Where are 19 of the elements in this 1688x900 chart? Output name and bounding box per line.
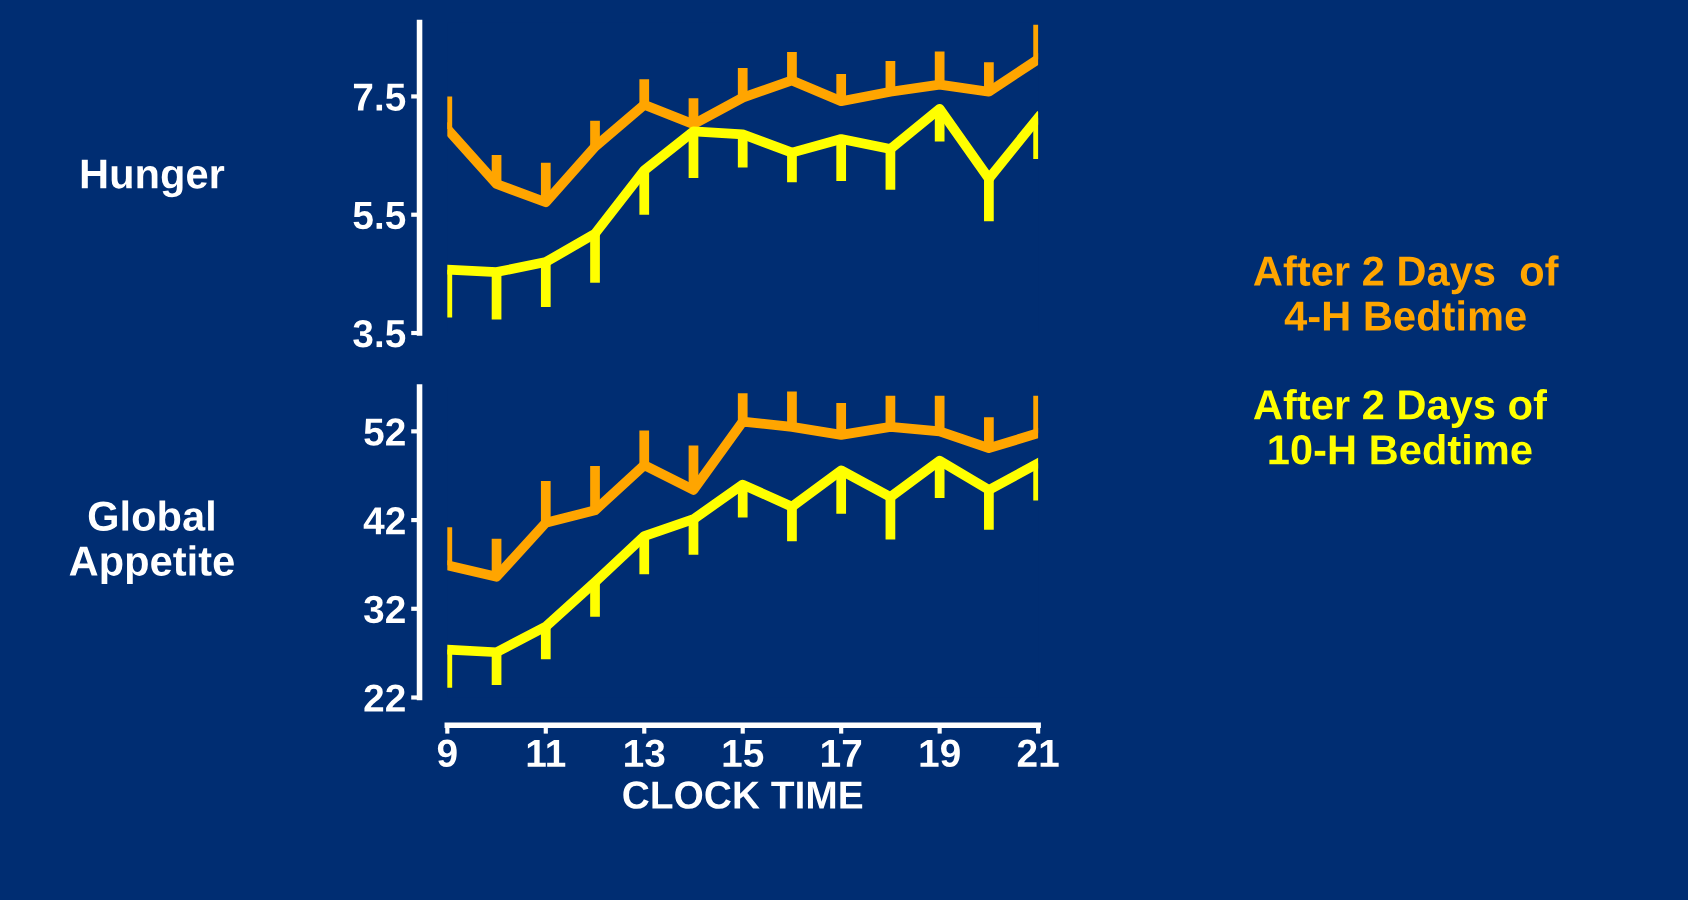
y-axis-title: Global Appetite	[69, 500, 234, 585]
y-tick-label: 32	[363, 595, 405, 624]
y-tick-label: 5.5	[353, 202, 406, 230]
x-tick-label: 19	[920, 739, 960, 768]
y-axis-title: Hunger	[81, 159, 225, 198]
text: After 2 Days of 4-H Bedtime	[1253, 255, 1559, 331]
x-tick-label: 21	[1017, 739, 1059, 767]
text: After 2 Days of 10-H Bedtime	[1253, 389, 1548, 465]
y-tick-label: 22	[364, 684, 405, 712]
x-tick-label: 9	[437, 739, 457, 768]
x-tick-label: 11	[527, 739, 566, 767]
x-tick-label: 13	[625, 739, 665, 768]
x-tick-label: 17	[822, 739, 862, 767]
y-tick-label: 52	[364, 418, 405, 446]
x-tick-label: 15	[723, 739, 764, 768]
y-tick-label: 42	[363, 507, 405, 535]
y-tick-label: 7.5	[353, 83, 406, 111]
x-axis-title: CLOCK TIME	[623, 781, 863, 809]
y-tick-label: 3.5	[353, 319, 406, 348]
